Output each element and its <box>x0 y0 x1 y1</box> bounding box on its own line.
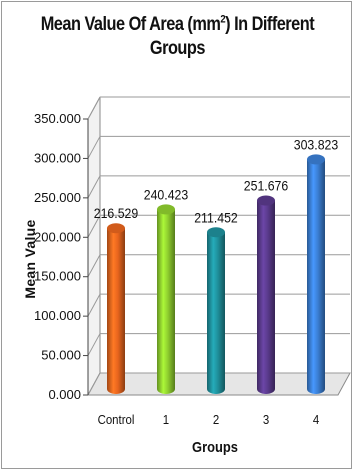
x-tick-label: Control <box>98 412 135 427</box>
bar-top <box>207 227 225 238</box>
data-label: 303.823 <box>294 137 338 153</box>
bar <box>207 232 225 394</box>
bar <box>307 159 325 394</box>
bar-top <box>257 195 275 206</box>
bar-top <box>157 204 175 215</box>
bar <box>157 209 175 394</box>
gridline-side <box>87 372 101 396</box>
chart-title-main: Mean Value Of Area (mm <box>40 14 221 35</box>
data-label: 211.452 <box>194 210 238 226</box>
x-tick-label: 1 <box>163 412 170 427</box>
y-tick-label: 0.000 <box>48 387 81 402</box>
x-tick-label: 4 <box>313 412 320 427</box>
chart-title-rest: ) In Different Groups <box>149 14 315 59</box>
gridline-side <box>87 215 101 238</box>
y-tick-label: 150.000 <box>34 269 81 284</box>
gridline-side <box>87 175 101 199</box>
gridline-side <box>87 293 101 317</box>
bar <box>257 200 275 394</box>
gridline-side <box>87 96 101 120</box>
y-tick-label: 350.000 <box>34 111 81 126</box>
bar-top <box>307 154 325 165</box>
y-tick-label: 50.000 <box>41 348 81 363</box>
x-axis-label: Groups <box>192 439 238 456</box>
gridline-side <box>87 254 101 277</box>
gridline-side <box>87 136 101 159</box>
gridline-side <box>87 333 101 356</box>
chart-title: Mean Value Of Area (mm2) In Different Gr… <box>25 13 330 61</box>
x-tick-label: 3 <box>263 412 270 427</box>
y-tick-label: 100.000 <box>34 308 81 323</box>
bar-top <box>107 223 125 234</box>
x-tick-label: 2 <box>213 412 220 427</box>
side-wall <box>87 96 101 396</box>
bar <box>107 228 125 394</box>
y-tick-label: 200.000 <box>34 229 81 244</box>
data-label: 216.529 <box>94 206 138 222</box>
chart-title-superscript: 2 <box>220 13 226 26</box>
data-label: 240.423 <box>144 187 188 203</box>
y-tick-label: 250.000 <box>34 190 81 205</box>
y-tick-label: 300.000 <box>34 150 81 165</box>
data-label: 251.676 <box>244 178 288 194</box>
